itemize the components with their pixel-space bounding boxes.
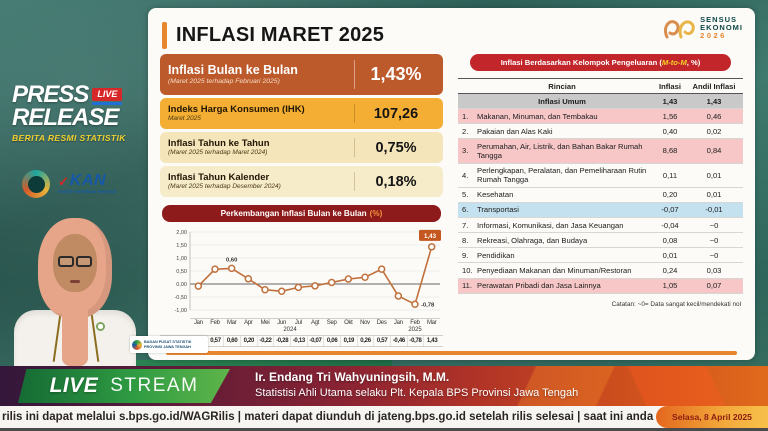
lower-third-banner: LIVE STREAM Ir. Endang Tri Wahyuningsih,…	[0, 366, 768, 406]
table-footnote: Catatan: ~0= Data sangat kecil/mendekati…	[611, 300, 741, 308]
card-bottom-accent	[166, 351, 737, 355]
speaker-identification: Ir. Endang Tri Wahyuningsih, M.M. Statis…	[255, 370, 578, 400]
table-header-row: Rincian Inflasi Andil Inflasi	[458, 78, 743, 95]
speaker-glasses	[58, 256, 92, 267]
svg-text:1,43: 1,43	[424, 233, 437, 240]
live-underline	[92, 101, 123, 105]
press-word: PRESS	[12, 81, 89, 108]
svg-text:1,50: 1,50	[176, 243, 187, 249]
certification-logos: ✓ KAN Komite Akreditasi Nasional	[22, 170, 116, 198]
left-branding-panel: PRESS LIVE RELEASE BERITA RESMI STATISTI…	[0, 0, 148, 431]
table-row: 7. Informasi, Komunikasi, dan Jasa Keuang…	[458, 218, 743, 234]
table-row: 5. Kesehatan 0,20 0,01	[458, 188, 743, 203]
sensus-ekonomi-logo: SENSUS EKONOMI 2026	[660, 14, 743, 42]
bps-anniversary-logo	[22, 170, 50, 198]
ticker-text: rilis ini dapat melalui s.bps.go.id/WAGR…	[2, 411, 663, 423]
bps-logo-icon	[132, 339, 142, 350]
kan-check-icon: ✓	[58, 173, 69, 189]
stat-inflasi-yoy: Inflasi Tahun ke Tahun (Maret 2025 terha…	[160, 132, 443, 163]
stat-inflasi-kalender: Inflasi Tahun Kalender (Maret 2025 terha…	[160, 166, 443, 197]
green-divider-strip	[36, 360, 392, 368]
bps-jateng-logo-strip: BADAN PUSAT STATISTIK PROVINSI JAWA TENG…	[130, 336, 208, 353]
table-row: 4. Perlengkapan, Peralatan, dan Pemelihar…	[458, 164, 743, 188]
stat-ihk: Indeks Harga Konsumen (IHK) Maret 2025 1…	[160, 98, 443, 129]
table-row: 6. Transportasi -0,07 -0,01	[458, 202, 743, 219]
svg-text:1,00: 1,00	[176, 256, 187, 262]
title-accent-bar	[162, 22, 167, 49]
mtm-line-chart: Perkembangan Inflasi Bulan ke Bulan (%) …	[160, 205, 443, 347]
svg-text:0,50: 0,50	[176, 269, 187, 275]
table-row: 10. Penyediaan Makanan dan Minuman/Restor…	[458, 263, 743, 279]
live-badge: LIVE	[92, 84, 123, 105]
berita-resmi-label: BERITA RESMI STATISTIK	[12, 132, 126, 143]
expenditure-table: Rincian Inflasi Andil Inflasi Inflasi Um…	[458, 78, 743, 294]
table-row: 1. Makanan, Minuman, dan Tembakau 1,56 0,46	[458, 109, 743, 125]
svg-text:-0,78: -0,78	[421, 302, 435, 308]
table-row: 3. Perumahan, Air, Listrik, dan Bahan Bak…	[458, 139, 743, 164]
table-title: Inflasi Berdasarkan Kelompok Pengeluaran…	[470, 54, 731, 71]
corsage	[96, 322, 105, 331]
table-row: 2. Pakaian dan Alas Kaki 0,40 0,02	[458, 124, 743, 140]
speaker-photo	[8, 218, 140, 366]
svg-text:2,00: 2,00	[176, 230, 187, 236]
date-badge: Selasa, 8 April 2025	[656, 406, 768, 428]
stat-value: 107,26	[373, 105, 419, 122]
svg-text:-0,50: -0,50	[174, 295, 187, 301]
press-release-logo: PRESS LIVE RELEASE BERITA RESMI STATISTI…	[12, 81, 144, 143]
table-row: 9. Pendidikan 0,01 ~0	[458, 248, 743, 264]
infographic-card: INFLASI MARET 2025 SENSUS EKONOMI 2026 I…	[148, 8, 755, 360]
speaker-name: Ir. Endang Tri Wahyuningsih, M.M.	[255, 370, 450, 384]
chart-data-row: m-to-m -0,080,570,600,20-0,22-0,28-0,13-…	[160, 335, 443, 347]
news-ticker: rilis ini dapat melalui s.bps.go.id/WAGR…	[0, 406, 768, 431]
chart-title: Perkembangan Inflasi Bulan ke Bulan (%)	[162, 205, 441, 222]
stat-inflasi-mtm: Inflasi Bulan ke Bulan (Maret 2025 terha…	[160, 54, 443, 95]
table-row: 8. Rekreasi, Olahraga, dan Budaya 0,08 ~0	[458, 233, 743, 249]
speaker-title: Statistisi Ahli Utama selaku Plt. Kepala…	[255, 386, 579, 399]
stat-value: 0,75%	[375, 139, 417, 156]
table-row: 11. Perawatan Pribadi dan Jasa Lainnya 1,0…	[458, 278, 743, 294]
stat-value: 1,43%	[370, 64, 422, 84]
release-word: RELEASE	[12, 103, 119, 131]
page-title: INFLASI MARET 2025	[176, 24, 385, 46]
table-row-umum: Inflasi Umum 1,43 1,43	[458, 94, 743, 110]
stat-value: 0,18%	[375, 173, 417, 190]
chart-year-labels: 2024 2025	[283, 327, 422, 333]
kan-logo: ✓ KAN Komite Akreditasi Nasional	[58, 172, 117, 195]
svg-text:0,00: 0,00	[176, 282, 187, 288]
chart-month-labels: Jan Feb Mar Apr Mei Jun Jul Agt Sep Okt Nov Des Jan F…	[190, 318, 440, 327]
line-chart-plot: 2,00 1,50 1,00 0,50 0,00 -0,50 -1,00 0,60 -0,78 1…	[174, 229, 441, 314]
expenditure-table-panel: Inflasi Berdasarkan Kelompok Pengeluaran…	[458, 54, 743, 308]
sensus-swirl-icon	[664, 20, 695, 39]
svg-text:-1,00: -1,00	[174, 308, 187, 314]
live-stream-badge: LIVE STREAM	[18, 369, 230, 403]
svg-text:0,60: 0,60	[226, 257, 237, 263]
